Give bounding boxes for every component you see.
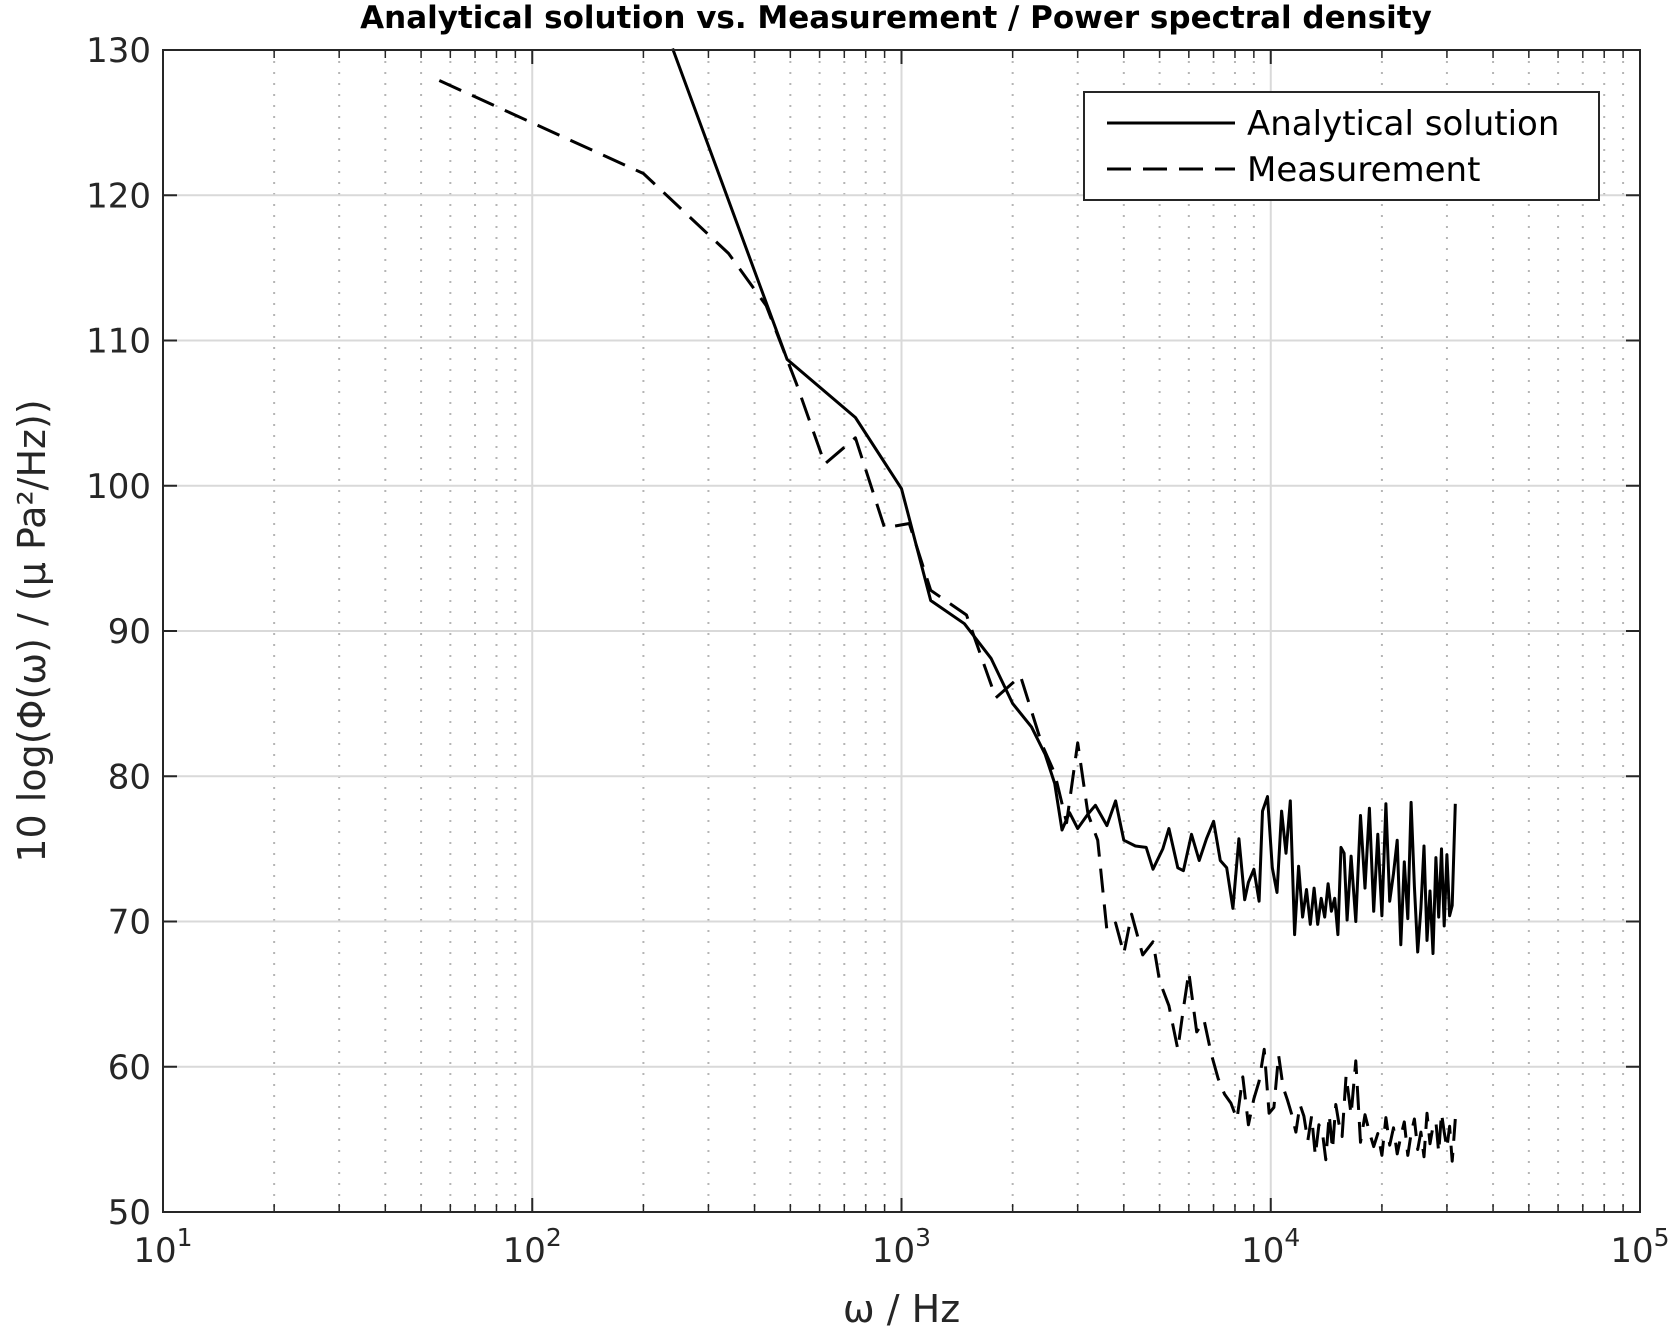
x-tick-label-base: 10 — [1610, 1231, 1653, 1271]
y-tick-label: 110 — [86, 322, 151, 362]
legend-box — [1083, 91, 1600, 201]
x-tick-label: 104 — [1241, 1223, 1300, 1271]
y-tick-labels: 50 60 70 80 90 100 110 120 130 — [86, 31, 151, 1233]
legend-label-measurement: Measurement — [1247, 150, 1480, 190]
x-tick-label: 101 — [133, 1223, 192, 1271]
chart-title: Analytical solution vs. Measurement / Po… — [360, 0, 1432, 36]
series-line-analytical — [671, 47, 1457, 955]
x-tick-label-base: 10 — [872, 1231, 915, 1271]
y-tick-label: 60 — [108, 1048, 151, 1088]
y-tick-label: 100 — [86, 467, 151, 507]
x-tick-label-exponent: 1 — [177, 1223, 193, 1252]
legend: Analytical solution Measurement — [1083, 91, 1600, 201]
x-tick-label-exponent: 2 — [546, 1223, 562, 1252]
y-tick-label: 80 — [108, 757, 151, 797]
x-tick-label: 103 — [872, 1223, 931, 1271]
x-tick-label: 105 — [1610, 1223, 1669, 1271]
x-tick-labels: 101 102 103 104 105 — [133, 1223, 1669, 1271]
minor-grid — [273, 50, 1625, 1212]
y-tick-label: 70 — [108, 903, 151, 943]
y-tick-label: 50 — [108, 1193, 151, 1233]
legend-label-analytical: Analytical solution — [1247, 104, 1559, 144]
x-tick-label-exponent: 5 — [1654, 1223, 1670, 1252]
series-line-measurement — [438, 79, 1457, 1163]
y-tick-label: 130 — [86, 31, 151, 71]
y-axis-label: 10 log(Φ(ω) / (μ Pa²/Hz)) — [10, 399, 54, 862]
major-grid — [162, 49, 1641, 1213]
x-axis-label: ω / Hz — [843, 1287, 960, 1331]
series-layer — [438, 47, 1457, 1163]
tick-marks — [162, 49, 1641, 1213]
y-tick-label: 120 — [86, 176, 151, 216]
y-tick-label: 90 — [108, 612, 151, 652]
x-tick-label-exponent: 4 — [1284, 1223, 1300, 1252]
x-tick-label-base: 10 — [503, 1231, 546, 1271]
x-tick-label: 102 — [503, 1223, 562, 1271]
x-tick-label-exponent: 3 — [915, 1223, 931, 1252]
x-tick-label-base: 10 — [133, 1231, 176, 1271]
x-tick-label-base: 10 — [1241, 1231, 1284, 1271]
